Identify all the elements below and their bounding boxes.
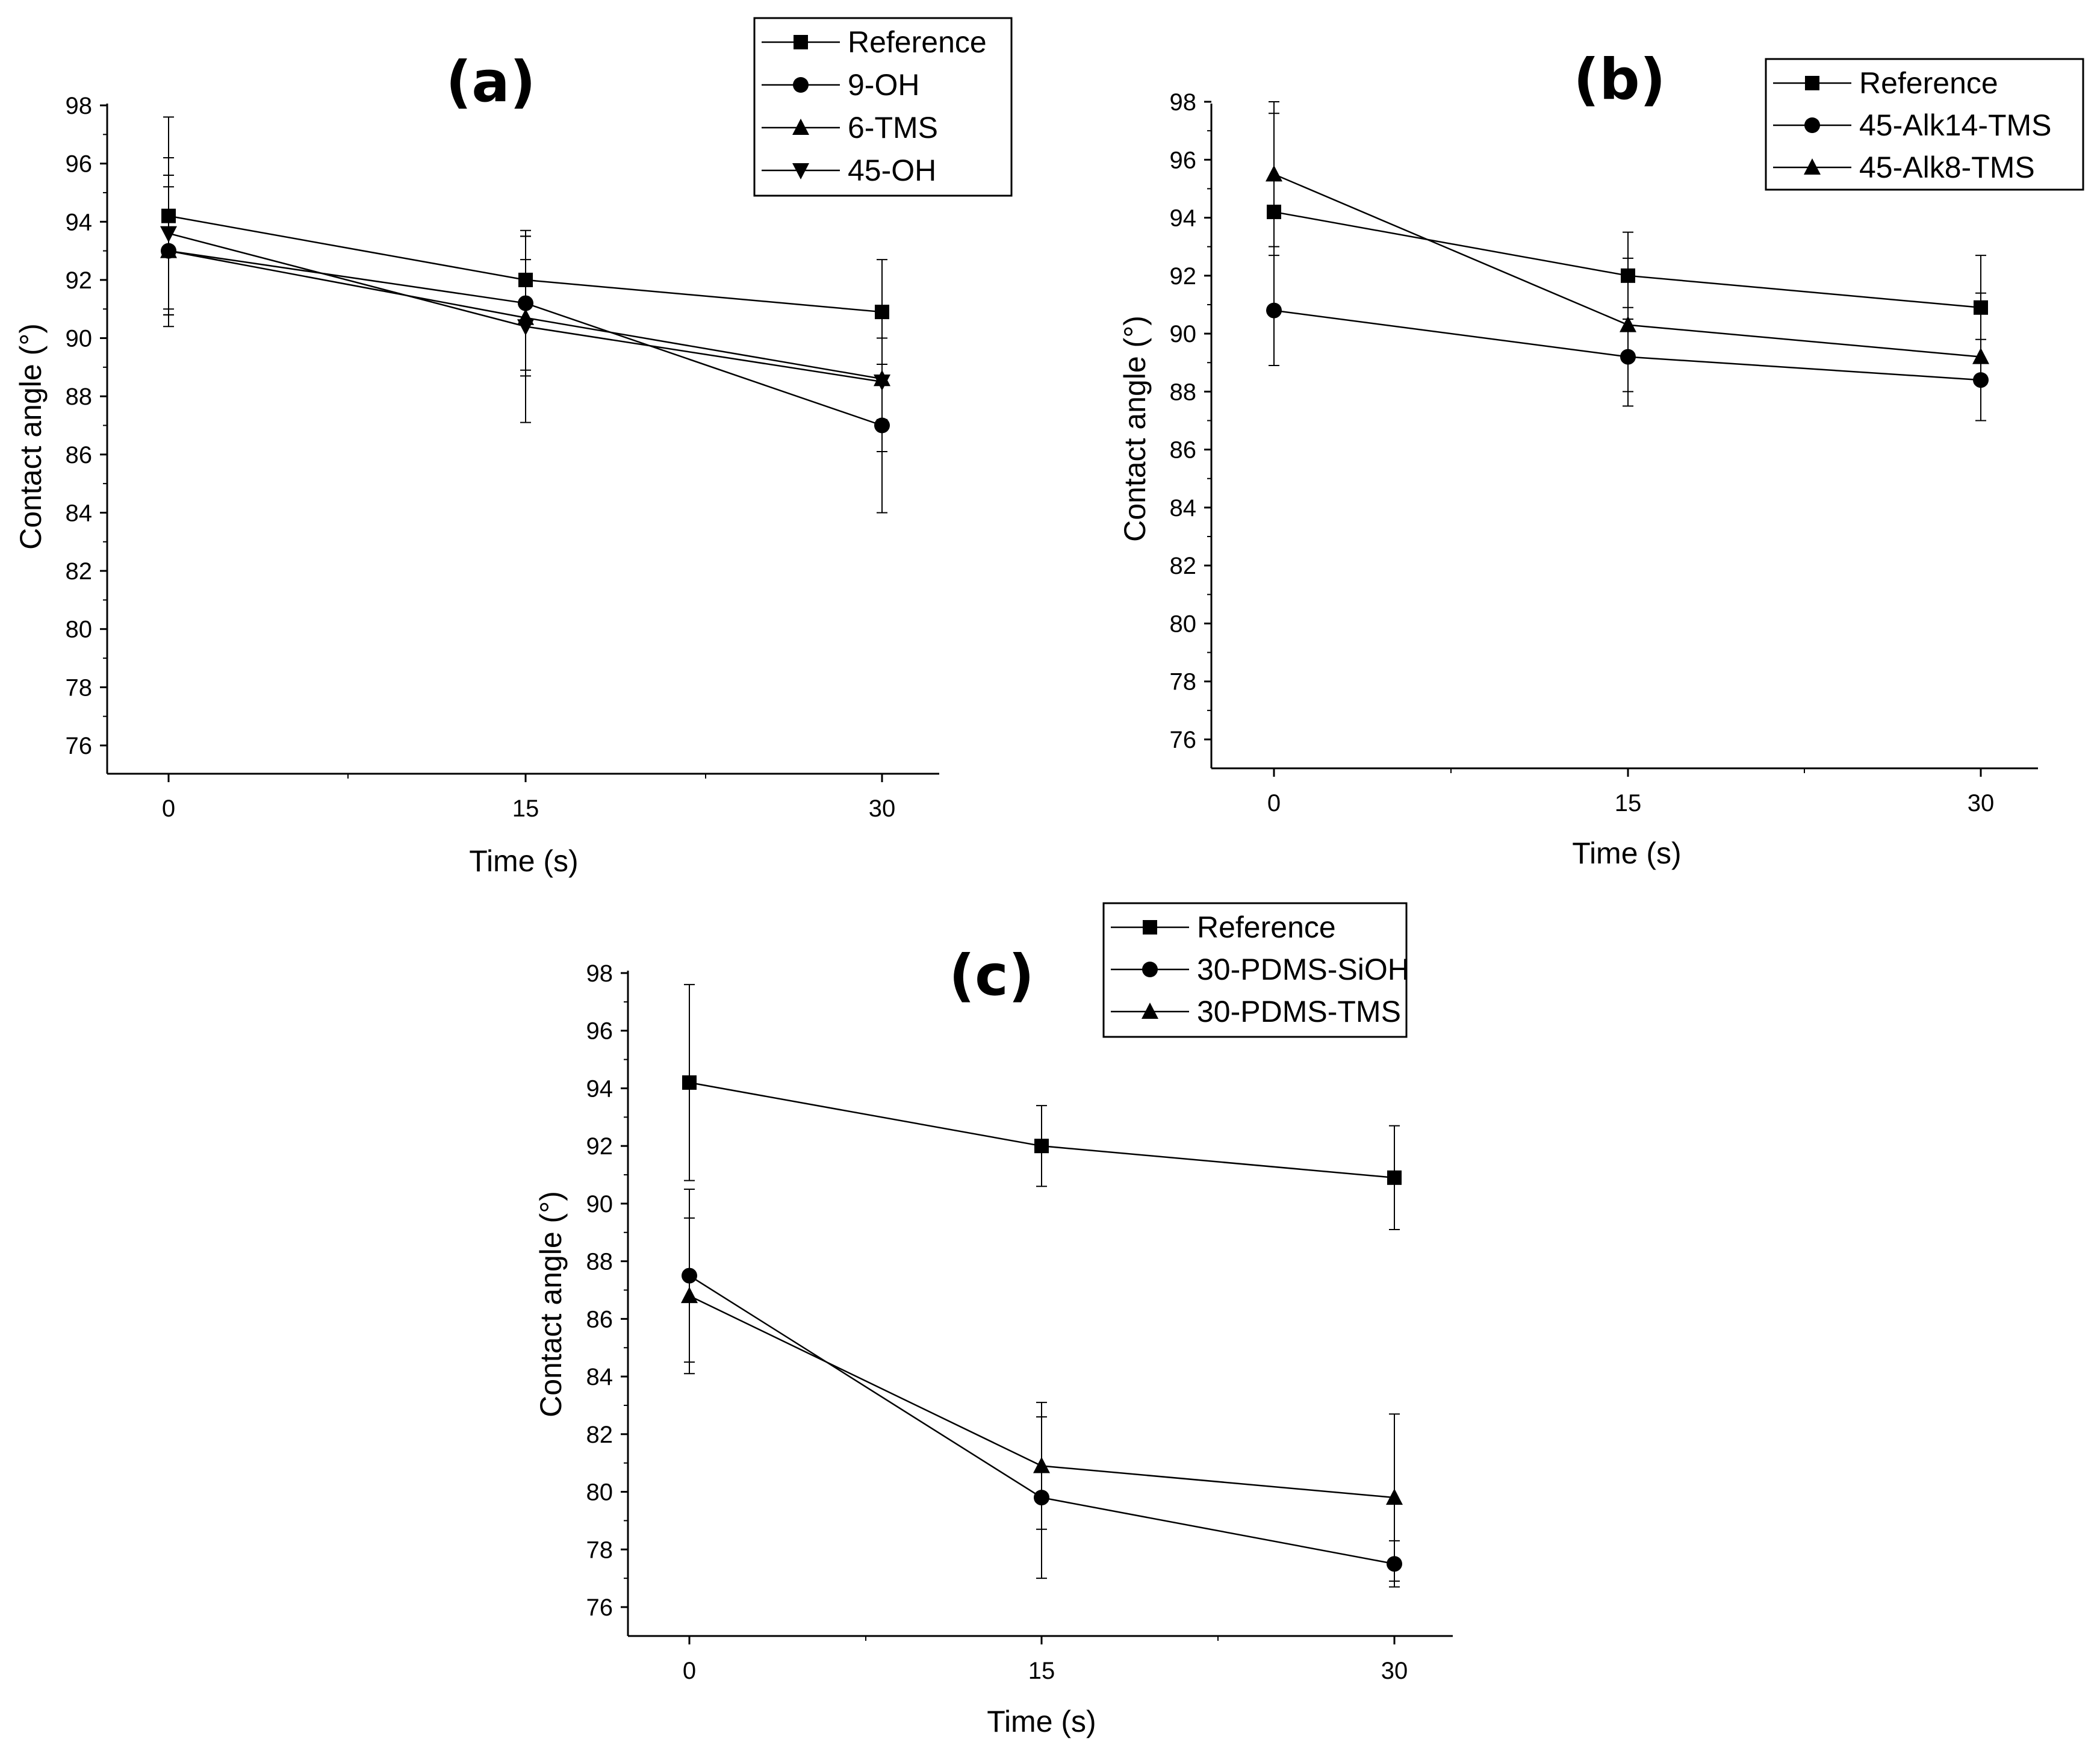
y-tick-label: 88 bbox=[66, 384, 93, 410]
legend-marker bbox=[1804, 117, 1820, 133]
y-tick-label: 84 bbox=[1170, 495, 1197, 521]
legend-marker bbox=[792, 163, 809, 179]
y-tick-label: 98 bbox=[1170, 89, 1197, 116]
y-tick-label: 92 bbox=[1170, 263, 1197, 290]
legend-marker bbox=[1142, 962, 1158, 977]
legend-label: Reference bbox=[1197, 910, 1336, 944]
data-point bbox=[1266, 165, 1282, 182]
legend-marker bbox=[1142, 1003, 1158, 1019]
legend-label: 6-TMS bbox=[848, 111, 938, 145]
data-point bbox=[1972, 347, 1989, 364]
chart-panel-2: 76 78 80 82 84 86 88 90 92 94 96 98 0 15 30 Time (s) Con… bbox=[1118, 47, 2084, 870]
y-tick-label: 84 bbox=[586, 1364, 614, 1390]
y-tick-label: 96 bbox=[586, 1018, 614, 1045]
data-point bbox=[1266, 302, 1282, 319]
y-axis-title: Contact angle (°) bbox=[14, 323, 48, 550]
legend-label: Reference bbox=[1859, 66, 1998, 100]
data-point bbox=[160, 226, 177, 243]
y-tick-label: 88 bbox=[1170, 379, 1197, 405]
series-30-pdms-tms bbox=[681, 1217, 1403, 1582]
legend-marker bbox=[794, 35, 808, 49]
legend-label: 45-Alk14-TMS bbox=[1859, 108, 2052, 142]
series-45-oh bbox=[160, 157, 890, 452]
legend-marker bbox=[793, 77, 809, 93]
y-tick-label: 94 bbox=[66, 209, 93, 235]
panel-label: (c) bbox=[949, 943, 1034, 1009]
data-point bbox=[681, 1287, 698, 1304]
data-point bbox=[1033, 1457, 1050, 1473]
y-tick-label: 78 bbox=[1170, 669, 1197, 695]
y-tick-label: 94 bbox=[1170, 205, 1197, 232]
y-tick-label: 90 bbox=[66, 326, 93, 352]
y-tick-label: 86 bbox=[586, 1306, 614, 1333]
y-tick-label: 86 bbox=[66, 442, 93, 468]
chart-panel-3: 76 78 80 82 84 86 88 90 92 94 96 98 0 15 30 Time (s) Con… bbox=[534, 902, 1453, 1738]
legend-marker bbox=[1805, 76, 1819, 90]
y-tick-label: 98 bbox=[66, 93, 93, 119]
legend-label: 9-OH bbox=[848, 68, 919, 102]
legend-label: 45-OH bbox=[848, 154, 936, 187]
legend-marker bbox=[1143, 920, 1157, 935]
x-tick-label: 30 bbox=[1381, 1658, 1408, 1684]
y-tick-label: 94 bbox=[586, 1075, 614, 1102]
panel-label: (a) bbox=[446, 49, 535, 115]
y-tick-label: 76 bbox=[66, 733, 93, 759]
y-tick-label: 84 bbox=[66, 500, 93, 526]
x-axis-title: Time (s) bbox=[987, 1705, 1096, 1738]
panel-label: (b) bbox=[1573, 47, 1665, 113]
y-tick-label: 92 bbox=[586, 1133, 614, 1160]
series-45-alk8-tms bbox=[1266, 101, 1989, 421]
series-reference bbox=[682, 984, 1402, 1230]
legend-label: 45-Alk8-TMS bbox=[1859, 151, 2035, 184]
y-tick-label: 80 bbox=[586, 1479, 614, 1506]
legend: Reference 30-PDMS-SiOH 30-PDMS-TMS bbox=[1102, 902, 1409, 1038]
y-tick-label: 80 bbox=[66, 617, 93, 643]
y-tick-label: 98 bbox=[586, 960, 614, 987]
data-point bbox=[517, 319, 534, 336]
y-tick-label: 80 bbox=[1170, 611, 1197, 637]
legend: Reference 45-Alk14-TMS 45-Alk8-TMS bbox=[1765, 58, 2084, 191]
y-tick-label: 76 bbox=[1170, 727, 1197, 753]
x-tick-label: 0 bbox=[1267, 790, 1281, 816]
legend-marker bbox=[1804, 158, 1821, 175]
y-tick-label: 92 bbox=[66, 267, 93, 294]
x-tick-label: 30 bbox=[869, 795, 896, 822]
y-axis-title: Contact angle (°) bbox=[534, 1191, 568, 1417]
y-tick-label: 88 bbox=[586, 1249, 614, 1275]
y-tick-label: 90 bbox=[586, 1191, 614, 1218]
legend-label: 30-PDMS-TMS bbox=[1197, 995, 1401, 1028]
x-tick-label: 30 bbox=[1968, 790, 1995, 816]
y-tick-label: 76 bbox=[586, 1594, 614, 1621]
y-tick-label: 96 bbox=[1170, 147, 1197, 173]
y-tick-label: 78 bbox=[586, 1537, 614, 1563]
y-tick-label: 78 bbox=[66, 674, 93, 701]
x-tick-label: 15 bbox=[1615, 790, 1642, 816]
x-tick-label: 15 bbox=[1028, 1658, 1055, 1684]
y-tick-label: 82 bbox=[586, 1422, 614, 1448]
x-axis-title: Time (s) bbox=[1572, 836, 1681, 870]
y-axis-title: Contact angle (°) bbox=[1118, 316, 1152, 542]
data-point bbox=[682, 1075, 697, 1090]
legend-label: 30-PDMS-SiOH bbox=[1197, 953, 1409, 986]
chart-panel-1: 76 78 80 82 84 86 88 90 92 94 96 98 0 15 30 Time (s) Con… bbox=[14, 17, 1013, 878]
y-tick-label: 86 bbox=[1170, 437, 1197, 464]
data-point bbox=[1034, 1139, 1049, 1154]
x-tick-label: 0 bbox=[683, 1658, 696, 1684]
y-tick-label: 90 bbox=[1170, 321, 1197, 347]
y-tick-label: 96 bbox=[66, 151, 93, 178]
x-tick-label: 0 bbox=[162, 795, 175, 822]
legend-label: Reference bbox=[848, 25, 987, 59]
legend-marker bbox=[792, 119, 809, 135]
y-tick-label: 82 bbox=[1170, 553, 1197, 579]
data-point bbox=[1387, 1170, 1402, 1185]
data-point bbox=[1620, 316, 1636, 332]
x-axis-title: Time (s) bbox=[469, 844, 578, 878]
y-tick-label: 82 bbox=[66, 558, 93, 585]
x-tick-label: 15 bbox=[512, 795, 539, 822]
data-point bbox=[1386, 1488, 1403, 1505]
data-point bbox=[874, 375, 890, 391]
legend: Reference 9-OH 6-TMS 45-OH bbox=[753, 17, 1013, 197]
